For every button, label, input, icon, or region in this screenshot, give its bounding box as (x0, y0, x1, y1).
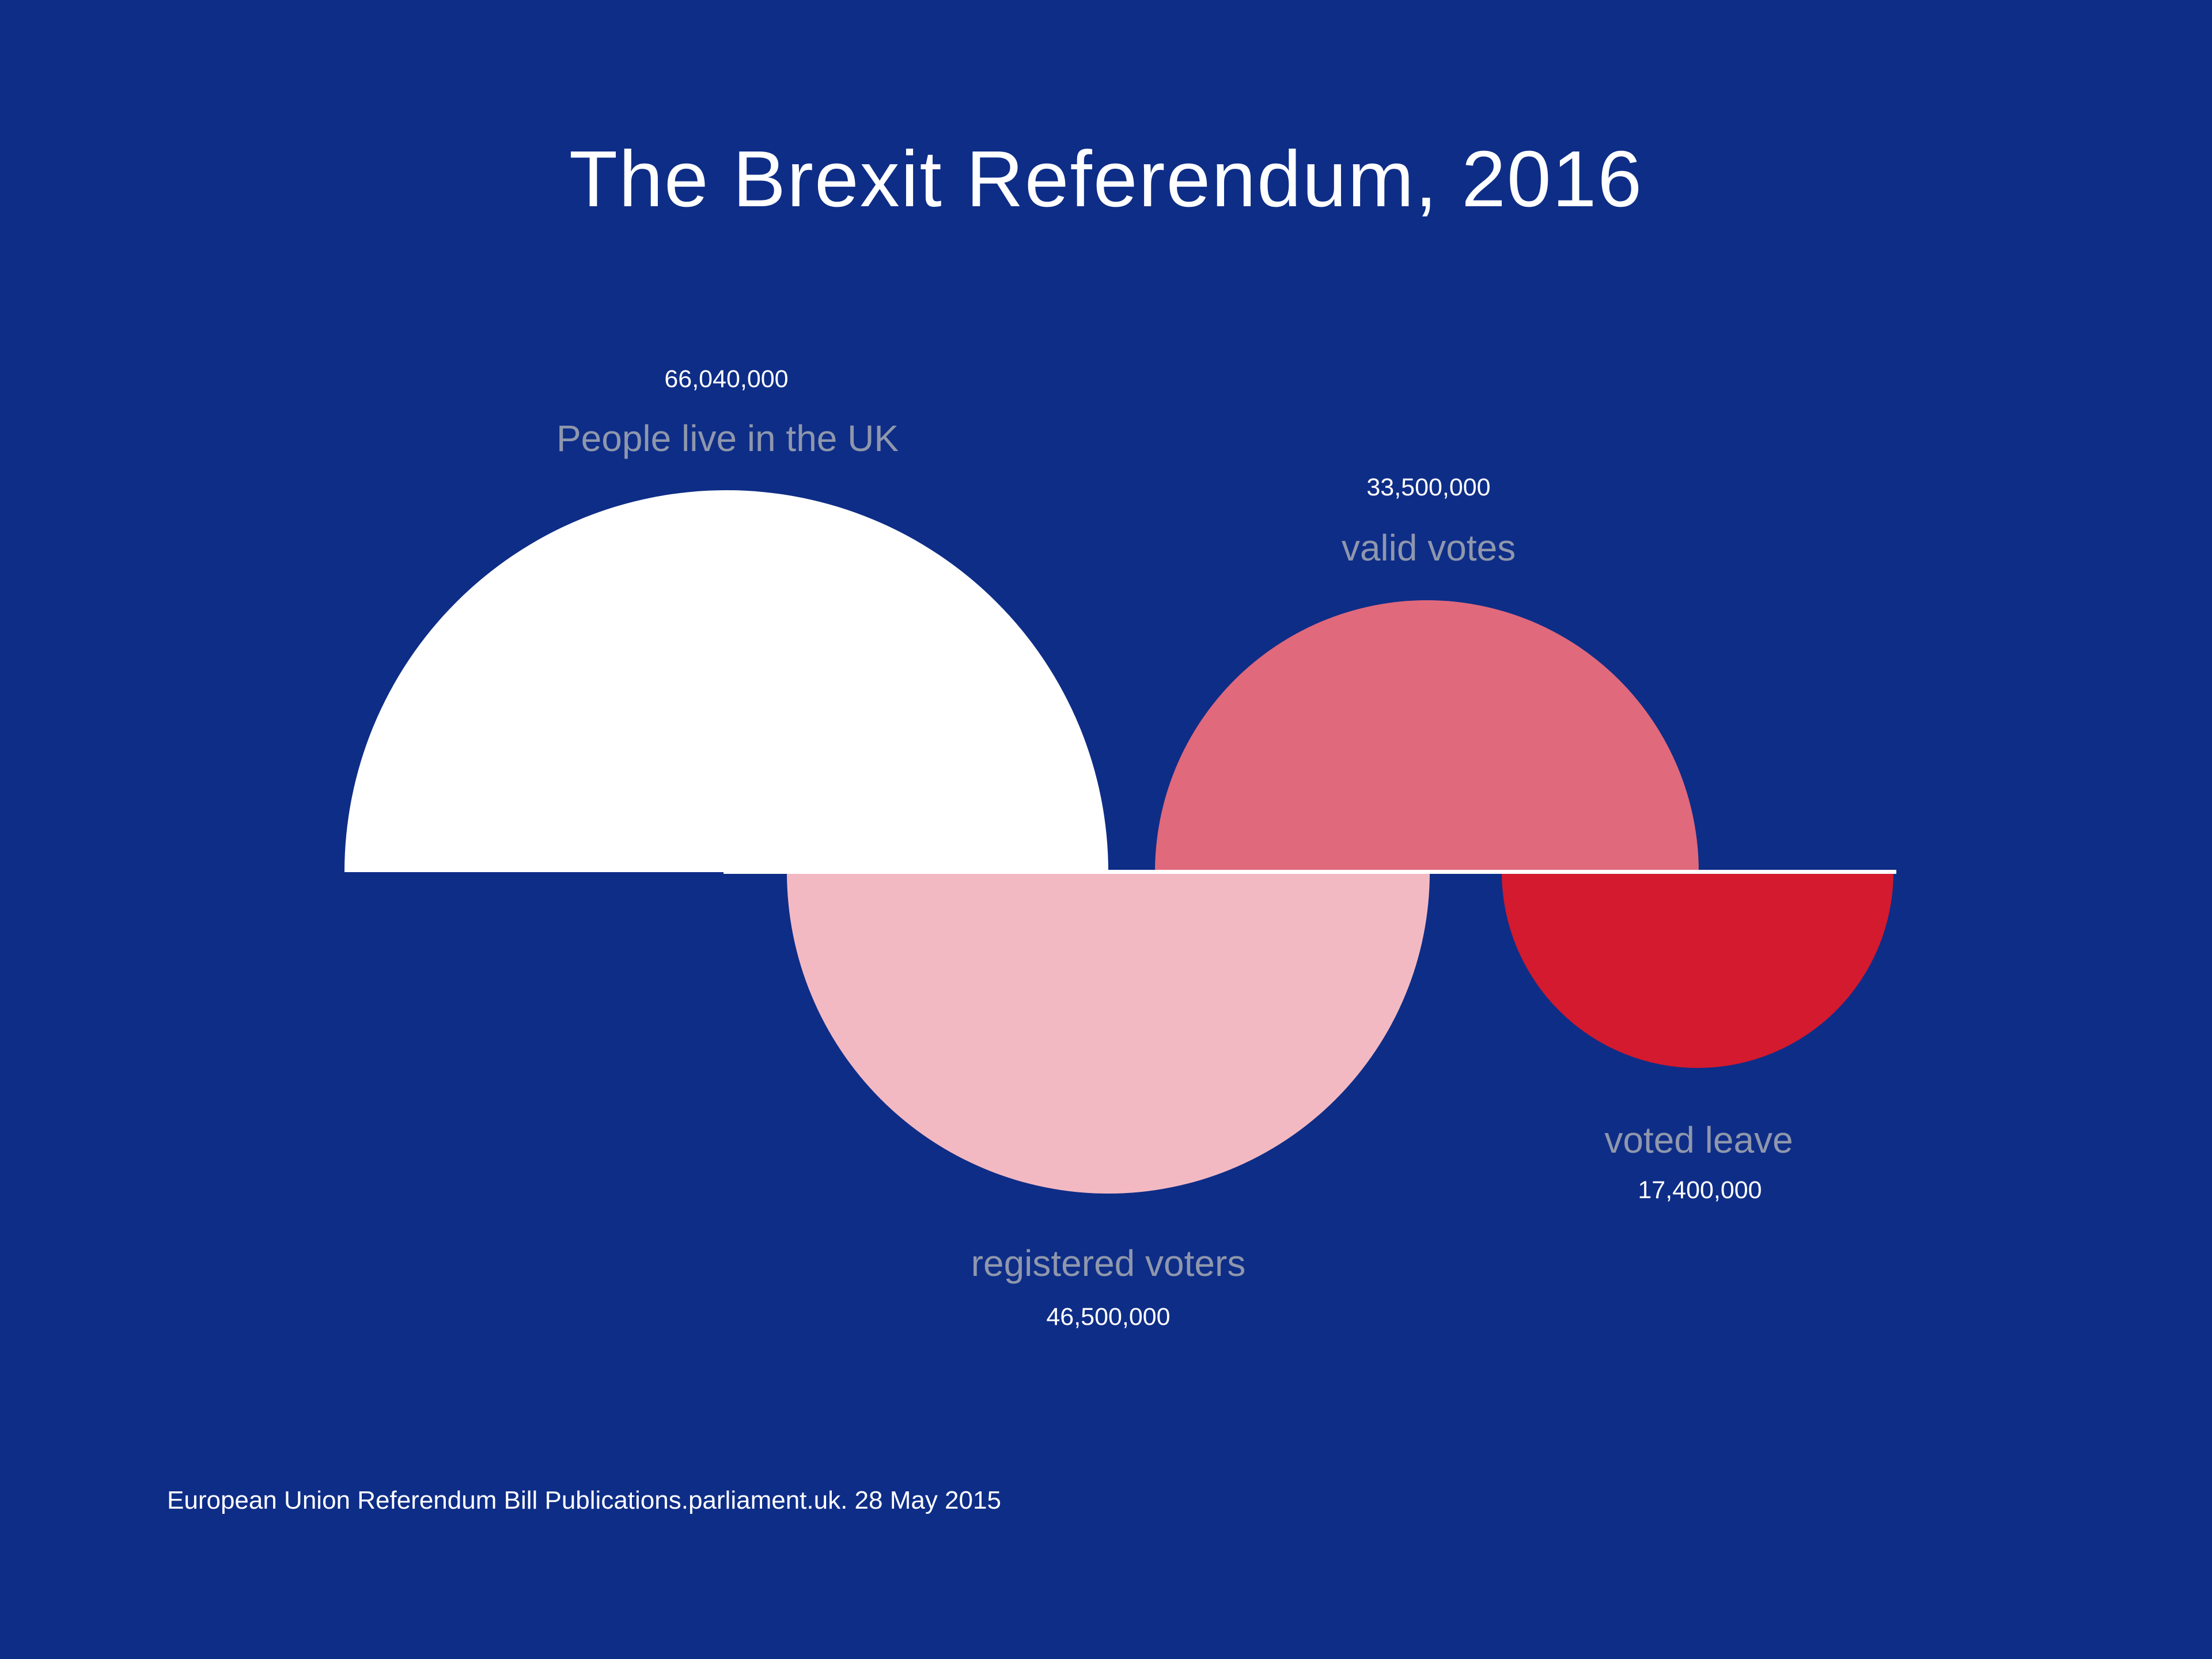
registered-voters-value: 46,500,000 (1046, 1303, 1171, 1331)
valid-votes-value: 33,500,000 (1366, 474, 1491, 501)
uk-population-value: 66,040,000 (664, 365, 789, 393)
source-note: European Union Referendum Bill Publicati… (167, 1486, 1001, 1514)
baseline-axis (724, 870, 1896, 874)
uk-population-semicircle (344, 490, 1108, 872)
voted-leave-value: 17,400,000 (1638, 1176, 1762, 1204)
registered-voters-semicircle (787, 872, 1430, 1194)
chart-title: The Brexit Referendum, 2016 (569, 135, 1643, 224)
uk-population-label: People live in the UK (556, 418, 899, 459)
valid-votes-label: valid votes (1341, 527, 1516, 569)
voted-leave-label: voted leave (1604, 1119, 1793, 1161)
valid-votes-semicircle (1155, 600, 1699, 872)
registered-voters-label: registered voters (971, 1243, 1246, 1284)
voted-leave-semicircle (1502, 872, 1893, 1068)
